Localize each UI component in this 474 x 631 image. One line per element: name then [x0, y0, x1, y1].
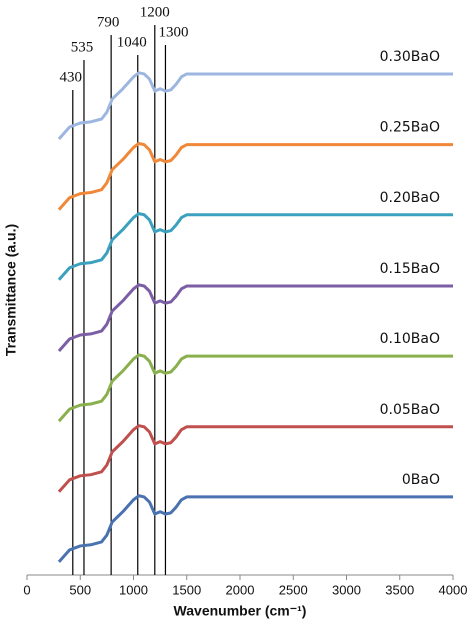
- series-label: 0.10BaO: [380, 331, 440, 347]
- x-tick-label: 1500: [172, 582, 201, 597]
- x-tick-label: 2000: [226, 582, 255, 597]
- x-tick-label: 3000: [332, 582, 361, 597]
- reference-label: 430: [60, 69, 83, 85]
- series-line: [57, 494, 453, 563]
- x-tick-label: 4000: [439, 582, 468, 597]
- series-label: 0.30BaO: [380, 49, 440, 65]
- x-tick-label: 0: [23, 582, 30, 597]
- x-tick-label: 3500: [385, 582, 414, 597]
- reference-label: 535: [71, 39, 94, 55]
- reference-label: 1040: [117, 34, 147, 50]
- series-line: [57, 71, 453, 140]
- series-line: [57, 212, 453, 281]
- reference-label: 1300: [158, 24, 188, 40]
- series-label: 0BaO: [402, 472, 440, 488]
- series-label: 0.05BaO: [380, 402, 440, 418]
- reference-label: 1200: [140, 4, 170, 20]
- x-tick-label: 500: [69, 582, 91, 597]
- x-axis-title: Wavenumber (cm⁻¹): [174, 603, 307, 619]
- x-tick-label: 1000: [119, 582, 148, 597]
- y-axis-title: Transmittance (a.u.): [3, 224, 19, 356]
- series-label: 0.25BaO: [380, 120, 440, 136]
- series-line: [57, 142, 453, 211]
- series-label: 0.20BaO: [380, 190, 440, 206]
- series-line: [57, 424, 453, 493]
- x-tick-label: 2500: [279, 582, 308, 597]
- series-line: [57, 283, 453, 352]
- series-line: [57, 353, 453, 423]
- reference-label: 790: [97, 14, 120, 30]
- series-label: 0.15BaO: [380, 261, 440, 277]
